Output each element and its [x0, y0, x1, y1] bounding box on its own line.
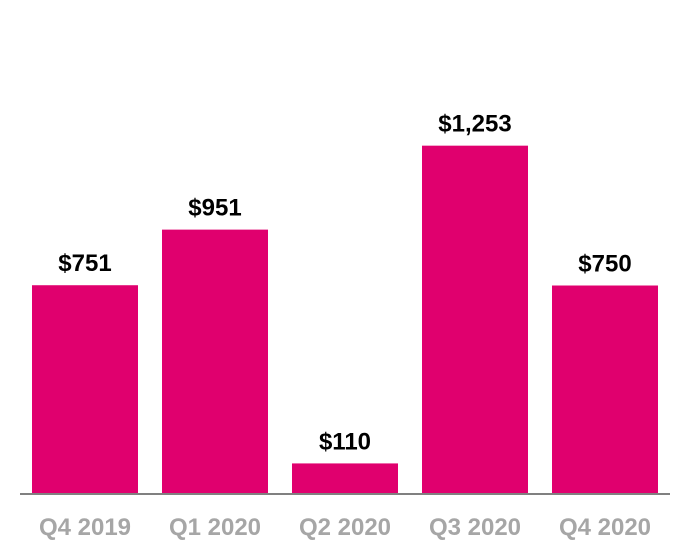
bar-q2-2020 — [292, 463, 398, 494]
value-label: $1,253 — [438, 111, 511, 138]
value-label: $751 — [58, 250, 111, 277]
x-tick-label: Q4 2020 — [559, 514, 651, 541]
x-tick-label: Q1 2020 — [169, 514, 261, 541]
bar-q1-2020 — [162, 229, 268, 494]
value-label: $951 — [188, 195, 241, 222]
bars-group — [32, 145, 658, 494]
value-label: $110 — [319, 428, 371, 455]
bar-q4-2020 — [552, 285, 658, 494]
x-tick-label: Q2 2020 — [299, 514, 391, 541]
value-labels-group: $751 $951 $110 $1,253 $750 — [58, 111, 631, 456]
x-tick-label: Q4 2019 — [39, 514, 131, 541]
x-tick-labels-group: Q4 2019 Q1 2020 Q2 2020 Q3 2020 Q4 2020 — [39, 514, 651, 541]
bar-q4-2019 — [32, 285, 138, 494]
x-tick-label: Q3 2020 — [429, 514, 521, 541]
value-label: $750 — [578, 251, 631, 278]
bar-q3-2020 — [422, 145, 528, 494]
